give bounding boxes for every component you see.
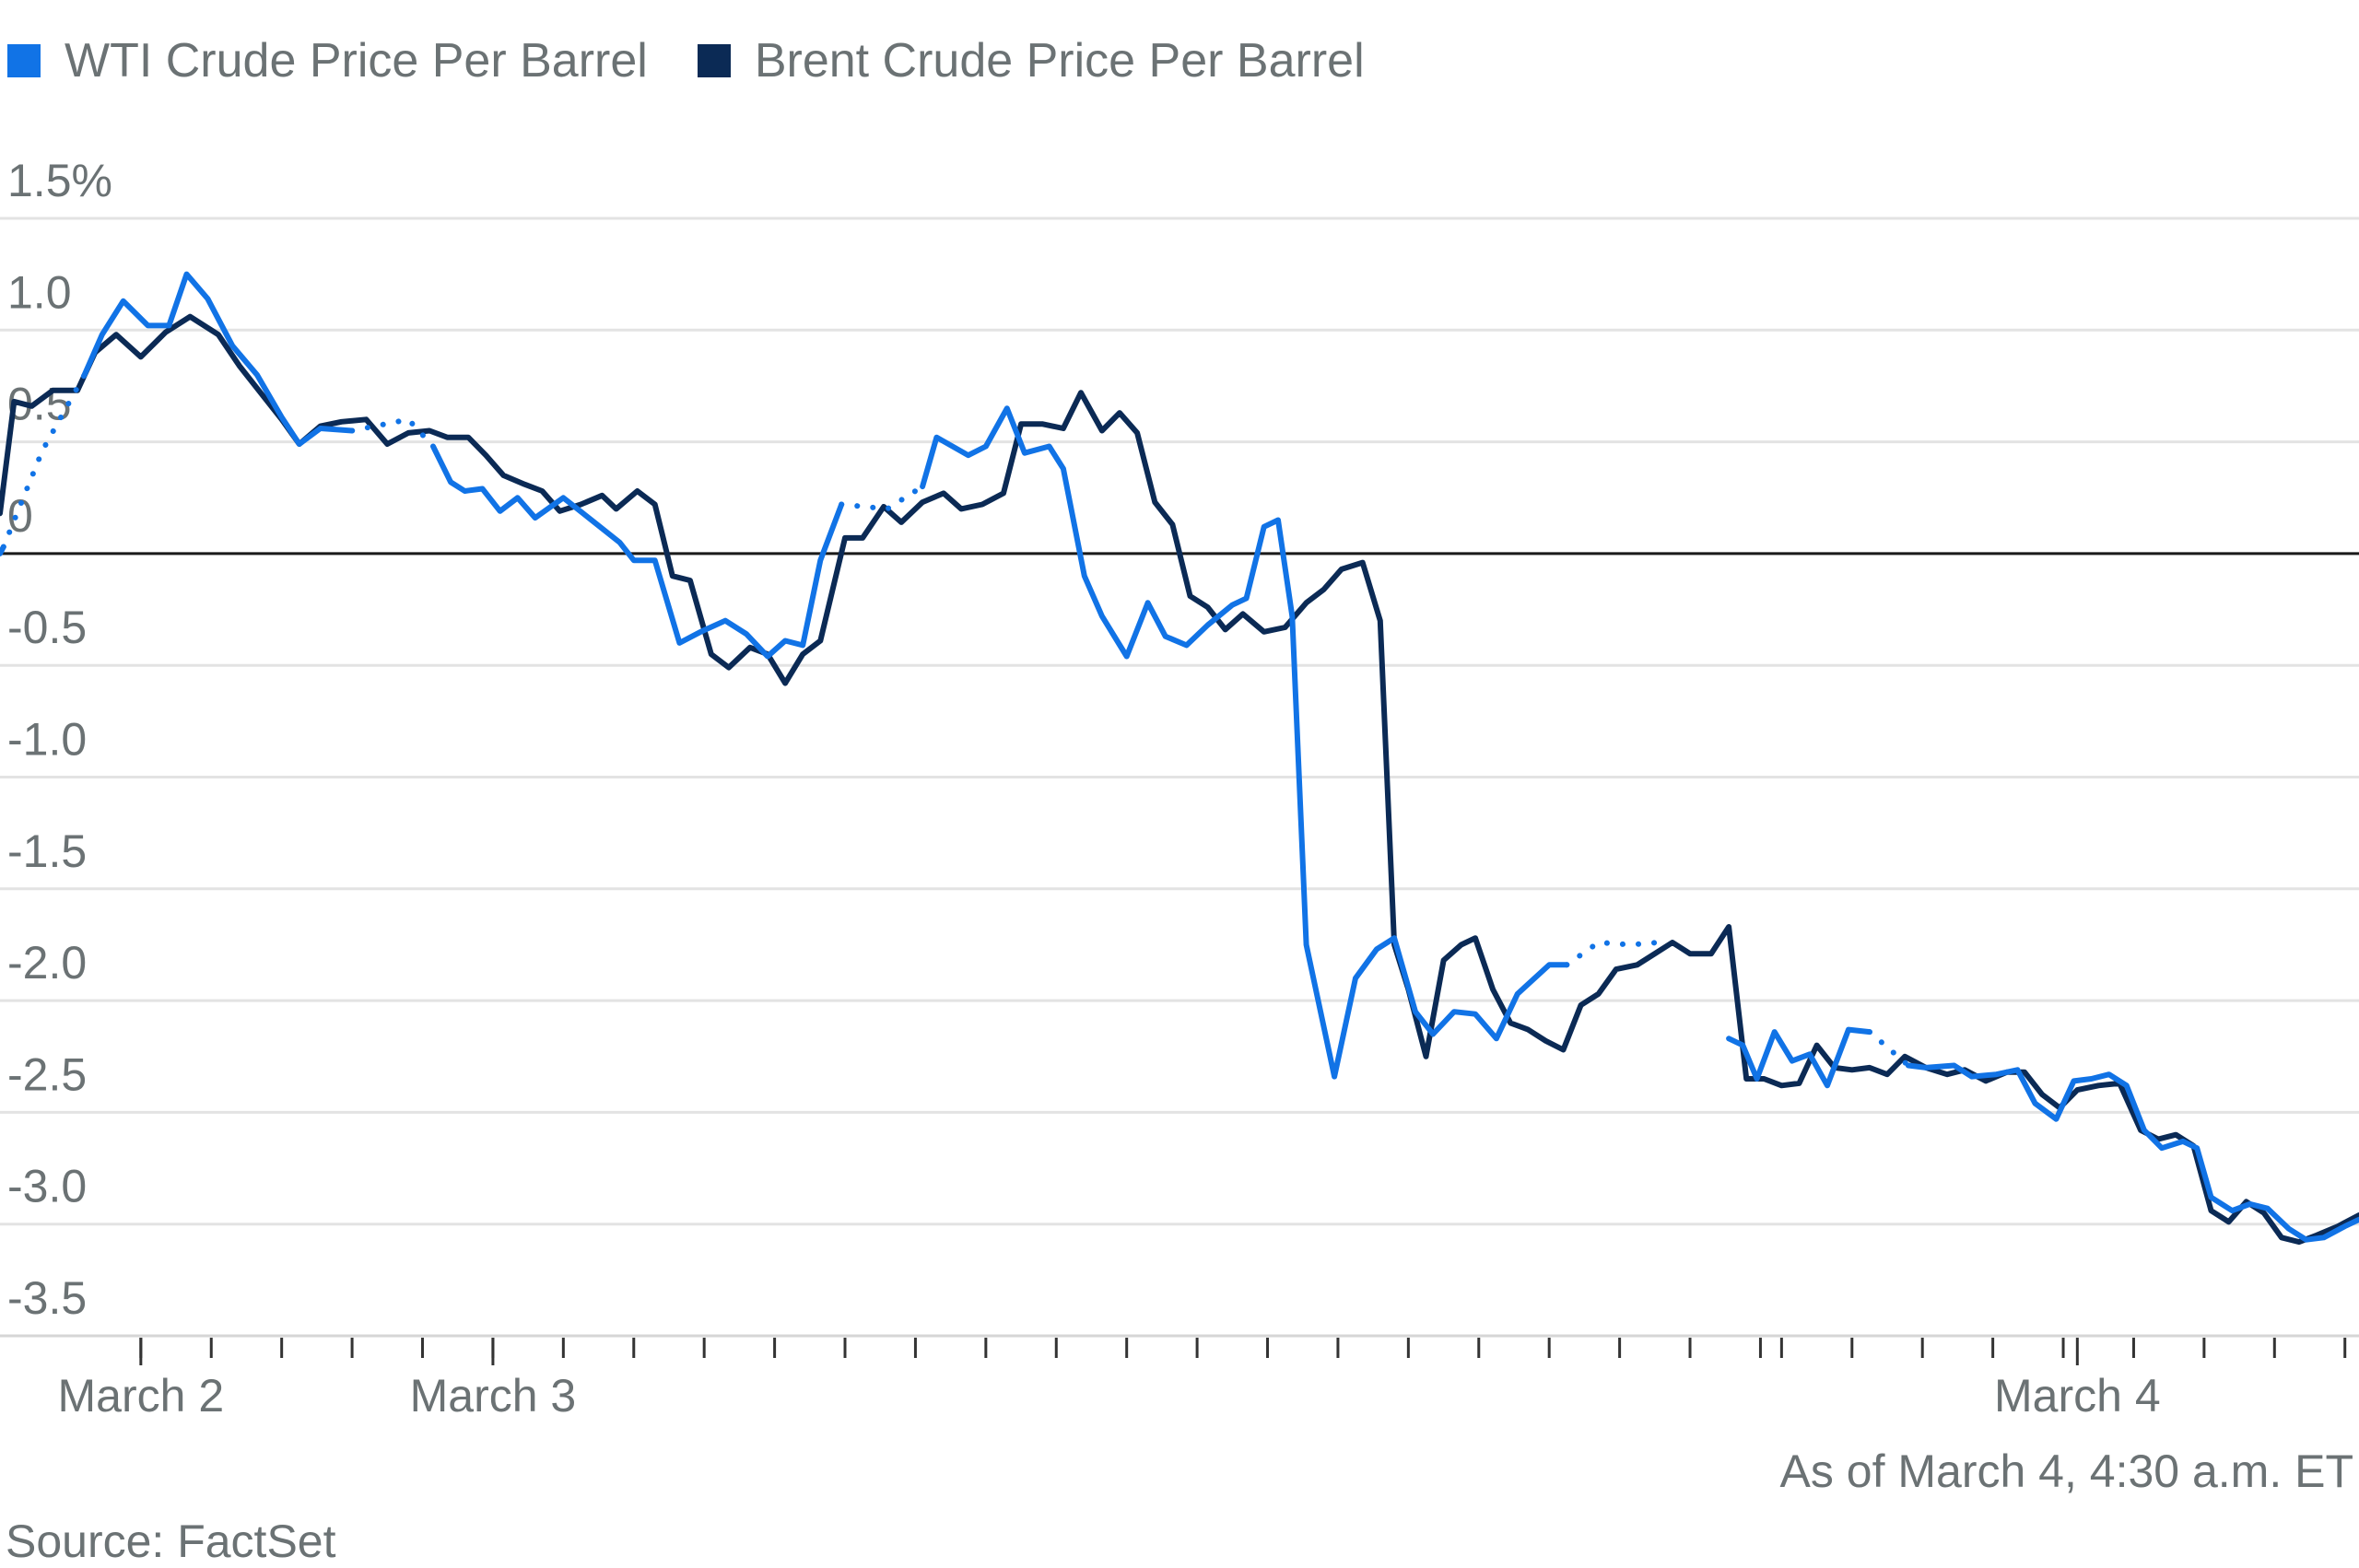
x-tick-label: March 4 [1994, 1370, 2161, 1422]
series-lines [0, 271, 2359, 1246]
wti-line-dotted [839, 484, 926, 512]
legend-label-wti: WTI Crude Price Per Barrel [65, 34, 648, 88]
wti-line-solid [81, 271, 356, 447]
legend-label-brent: Brent Crude Price Per Barrel [754, 34, 1365, 88]
wti-line-solid [430, 443, 845, 660]
grid-lines [0, 216, 2359, 1338]
y-tick-label: -3.5 [7, 1272, 87, 1324]
y-tick-label: -2.5 [7, 1048, 87, 1100]
y-tick-label: -2.0 [7, 937, 87, 989]
y-tick-label: -1.0 [7, 714, 87, 766]
source-note: Source: FactSet [6, 1515, 336, 1567]
x-axis: March 2 March 3 March 4 [0, 1334, 2359, 1422]
wti-line-solid [1726, 1026, 1872, 1089]
brent-swatch [697, 44, 731, 77]
legend: WTI Crude Price Per Barrel Brent Crude P… [7, 33, 1365, 88]
x-tick-label: March 2 [58, 1370, 225, 1422]
legend-item-wti: WTI Crude Price Per Barrel [7, 33, 648, 88]
y-tick-label: -0.5 [7, 602, 87, 653]
wti-line-solid [1905, 1062, 2359, 1243]
brent-line-solid [0, 313, 2359, 1246]
as-of-note: As of March 4, 4:30 a.m. ET [1779, 1445, 2353, 1497]
wti-swatch [7, 44, 41, 77]
x-tick-label: March 3 [410, 1370, 577, 1422]
y-tick-label: 1.0 [7, 266, 72, 318]
y-tick-label: -1.5 [7, 825, 87, 877]
y-tick-label: 1.5% [7, 155, 112, 206]
wti-line-solid [920, 405, 1570, 1080]
y-tick-label: -3.0 [7, 1161, 87, 1212]
legend-item-brent: Brent Crude Price Per Barrel [697, 33, 1365, 88]
